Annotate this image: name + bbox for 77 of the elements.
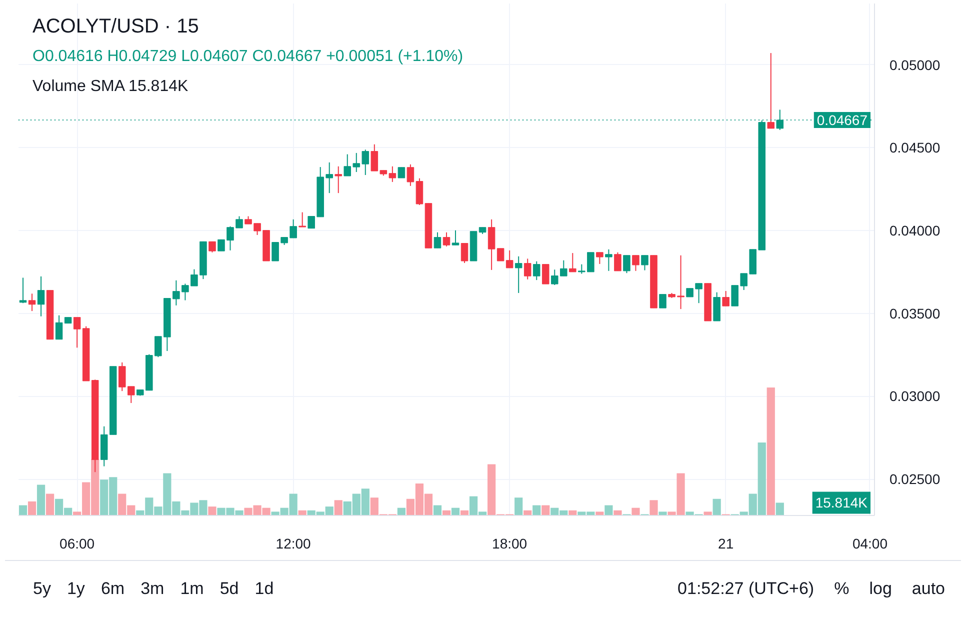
bar xyxy=(704,512,712,516)
candlestick xyxy=(334,166,342,194)
bar xyxy=(28,501,36,516)
y-tick-label: 0.04000 xyxy=(890,222,940,239)
bar xyxy=(208,506,216,516)
text: 3m xyxy=(140,579,164,598)
y-tick-label: 0.02500 xyxy=(890,471,940,488)
y-tick-label: 0.03000 xyxy=(890,388,940,404)
candlestick xyxy=(569,252,576,272)
candlestick xyxy=(614,252,622,272)
candlestick xyxy=(722,290,730,307)
bar xyxy=(596,512,604,516)
annotation: Volume SMA 15.814K xyxy=(32,78,188,95)
bar xyxy=(604,505,613,516)
bar xyxy=(542,505,550,516)
candlestick xyxy=(524,258,532,280)
bar xyxy=(46,494,54,516)
candlestick xyxy=(406,164,414,186)
candlestick xyxy=(632,254,640,272)
candlestick xyxy=(641,254,648,271)
candlestick xyxy=(514,256,522,294)
bar xyxy=(632,508,640,516)
bar xyxy=(658,512,667,516)
text: % xyxy=(834,579,850,598)
text: O0.04616 H0.04729 L0.04607 C0.04667 +0.00051 (+1.10%) xyxy=(32,48,464,65)
x-tick-label: 21 xyxy=(718,536,734,552)
bar xyxy=(18,505,28,516)
bar xyxy=(532,505,541,516)
bar xyxy=(650,500,658,516)
candlestick xyxy=(532,260,540,281)
bar xyxy=(614,510,622,516)
text: 5d xyxy=(220,579,239,598)
candlestick xyxy=(623,254,630,274)
bar xyxy=(397,508,406,516)
candlestick xyxy=(298,212,306,228)
candlestick xyxy=(713,292,720,322)
candlestick xyxy=(452,230,460,246)
bar xyxy=(451,508,460,516)
text: ACOLYT/USD · 15 xyxy=(32,16,199,38)
candlestick xyxy=(442,232,450,247)
y-tick-label: 0.04500 xyxy=(890,140,940,156)
x-tick-label: 18:00 xyxy=(492,536,528,552)
candlestick xyxy=(460,242,468,264)
candlestick xyxy=(37,276,45,317)
bar xyxy=(433,505,442,516)
bar xyxy=(334,500,342,516)
bar xyxy=(514,498,523,516)
bar xyxy=(712,498,721,516)
x-tick-label: 04:00 xyxy=(852,536,888,552)
bar xyxy=(766,388,775,516)
bar xyxy=(776,502,784,516)
x-tick-label: 06:00 xyxy=(60,536,95,552)
text: 01:52:27 (UTC+6) xyxy=(678,579,814,598)
text: 5y xyxy=(33,579,51,598)
y-tick-label: 0.03500 xyxy=(890,305,940,322)
annotation: 15.814K xyxy=(815,494,868,511)
text: 1y xyxy=(66,579,85,598)
text: log xyxy=(869,579,892,598)
candlestick xyxy=(208,241,216,253)
text: 6m xyxy=(100,579,125,598)
candlestick xyxy=(659,294,666,309)
bar xyxy=(36,484,46,516)
candlestick xyxy=(28,293,36,312)
text: auto xyxy=(912,579,945,598)
candlestick xyxy=(19,277,27,304)
candlestick xyxy=(596,252,604,264)
ref-line-label: 0.04667 xyxy=(816,112,868,128)
candlestick xyxy=(416,178,424,206)
y-tick-label: 0.05000 xyxy=(890,56,940,73)
candlestick xyxy=(434,232,442,249)
x-tick-label: 12:00 xyxy=(276,536,312,552)
candlestick xyxy=(605,248,612,272)
candlestick xyxy=(542,264,550,285)
candlestick xyxy=(398,166,406,178)
text: 1m xyxy=(180,579,204,598)
candlestick xyxy=(767,52,775,129)
text: 1d xyxy=(254,579,274,598)
